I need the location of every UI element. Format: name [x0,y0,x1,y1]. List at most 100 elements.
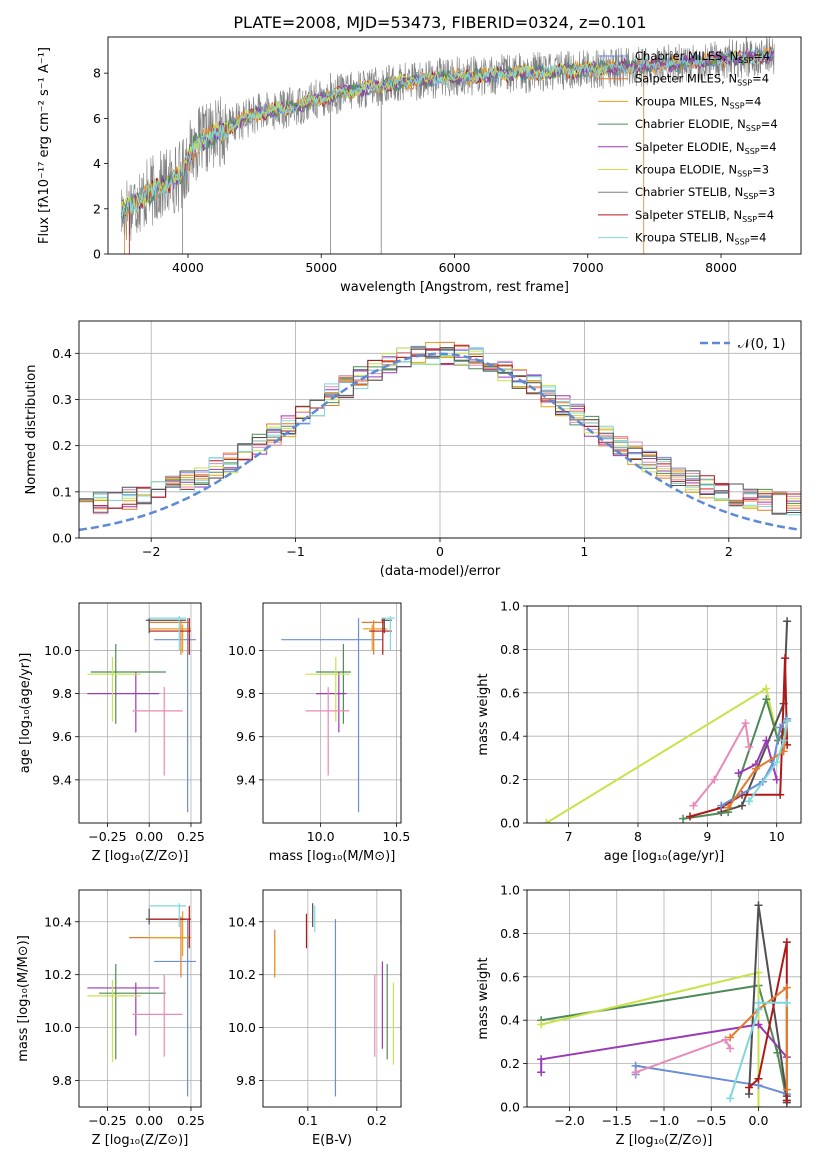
x-tick-label: −1.0 [649,1113,679,1128]
weight-marker [782,983,791,992]
legend-entry: Salpeter STELIB, NSSP=4 [635,208,774,224]
y-axis-label: Flux [fλ10⁻¹⁷ erg cm⁻² s⁻¹ A⁻¹] [37,47,52,244]
y-tick-label: 0.6 [500,685,520,700]
y-tick-label: 9.8 [52,1073,72,1088]
weight-marker [745,1083,754,1092]
x-tick-label: 4000 [172,260,204,275]
weight-marker [754,1020,763,1029]
weight-line-pink [692,720,750,807]
gaussian-curve [79,352,801,532]
weight-marker [537,1068,546,1077]
weight-marker [754,901,763,910]
x-tick-label: 7000 [572,260,604,275]
legend-entry: Kroupa ELODIE, NSSP=3 [635,163,769,179]
x-tick-label: 0.00 [135,1113,163,1128]
y-axis: 0.0 0.2 0.4 0.6 0.8 1.0 [500,599,527,831]
y-axis-label: age [log₁₀(age/yr)] [18,653,33,774]
y-tick-label: 10.0 [228,1020,256,1035]
plot-frame [78,602,202,824]
weight-marker [679,814,688,823]
weight-marker [726,1033,735,1042]
weight-line-salpeter_elodie [540,1023,788,1073]
x-tick-label: −0.5 [696,1113,726,1128]
y-tick-label: 2 [93,201,101,216]
y-tick-label: 10.4 [228,914,256,929]
x-axis-label: age [log₁₀(age/yr)] [604,849,725,864]
y-axis: 0.0 0.2 0.4 0.6 0.8 1.0 [500,883,527,1115]
weight-marker [782,998,791,1007]
weight-marker [782,938,791,947]
weight-marker [762,684,771,693]
residual-histogram-kroupa_stelib [79,347,801,516]
weight-marker [782,1096,791,1105]
weight-marker [537,1020,546,1029]
x-tick-label: 0.1 [298,1113,318,1128]
spectrum-panel: 4000 5000 6000 7000 8000 0 2 4 6 8 wavelength [Ang… [37,36,802,295]
weight-marker [542,819,551,823]
y-axis: 9.4 9.6 9.8 10.0 [44,643,79,787]
weight-marker [754,998,763,1007]
y-tick-label: 0.0 [500,816,520,831]
x-axis-label: Z [log₁₀(Z/Z⊙)] [92,849,189,864]
x-tick-label: 10.0 [307,829,335,844]
x-axis-label: Z [log₁₀(Z/Z⊙)] [92,1133,189,1148]
y-tick-label: 0.4 [500,729,520,744]
weight-marker [726,1044,735,1053]
weight-marker [717,801,726,810]
spectrum-line-chabrier_elodie [120,49,774,218]
x-tick-label: 2 [725,544,733,559]
x-tick-label: 10.5 [383,829,411,844]
legend-entry: Kroupa STELIB, NSSP=4 [635,231,766,247]
weight-line-salpeter_stelib [689,658,789,818]
metallicity-weight-panel: −2.0 −1.5 −1.0 −0.5 0.0 0.0 0.2 0.4 0.6 0.8 1.0 Z [… [476,883,802,1148]
x-axis: −2.0 −1.5 −1.0 −0.5 0.0 [554,1107,768,1128]
weight-marker [726,1094,735,1103]
spectrum-line-kroupa_elodie [120,61,608,214]
weight-marker [710,775,719,784]
weight-marker [779,736,788,745]
x-tick-label: −0.25 [88,1113,126,1128]
weight-line-kroupa_stelib [748,720,789,802]
figure-title: PLATE=2008, MJD=53473, FIBERID=0324, z=0… [233,13,646,32]
x-tick-label: 0 [436,544,444,559]
legend-entry: Salpeter MILES, NSSP=4 [635,72,769,88]
y-tick-label: 4 [93,156,101,171]
weight-marker [537,1055,546,1064]
weight-line-chabrier_elodie [541,984,788,1101]
x-axis-label: mass [log₁₀(M/M⊙)] [269,849,396,864]
y-tick-label: 0.2 [500,772,520,787]
y-axis: 9.4 9.6 9.8 10.0 [228,643,263,787]
weight-marker [782,1085,791,1094]
x-axis-label: (data-model)/error [380,564,501,579]
weight-marker [776,790,785,799]
plot-frame [107,36,802,255]
x-tick-label: 8 [634,829,642,844]
weight-marker [738,801,747,810]
x-tick-label: 0.0 [749,1113,769,1128]
y-tick-label: 10.0 [44,643,72,658]
x-axis-label: E(B-V) [312,1133,352,1148]
x-tick-label: 7 [565,829,573,844]
residuals-panel: −2 −1 0 1 2 0.0 0.1 0.2 0.3 0.4 (data-model)/error… [24,320,802,579]
weight-marker [754,1103,763,1107]
y-tick-label: 0.2 [500,1056,520,1071]
x-axis: 4000 5000 6000 7000 8000 [172,254,737,275]
legend-entry: 𝒩(0, 1) [738,337,785,352]
y-tick-label: 9.8 [236,1073,256,1088]
y-tick-label: 8 [93,66,101,81]
y-tick-label: 10.4 [44,914,72,929]
weight-marker [724,803,733,812]
y-axis: 9.8 10.0 10.2 10.4 [228,914,263,1088]
y-axis: 0 2 4 6 8 [93,66,108,262]
y-tick-label: 0.6 [500,969,520,984]
y-tick-label: 0.2 [52,438,72,453]
x-tick-label: 9 [703,829,711,844]
ebv-mass-panel: 0.1 0.2 9.8 10.0 10.2 10.4 E(B-V) [228,889,402,1148]
x-tick-label: 8000 [705,260,737,275]
y-axis: 9.8 10.0 10.2 10.4 [44,914,79,1088]
y-tick-label: 1.0 [500,599,520,614]
x-axis-label: Z [log₁₀(Z/Z⊙)] [616,1133,713,1148]
x-tick-label: 0.25 [177,829,205,844]
weight-marker [781,654,790,663]
y-tick-label: 10.2 [44,967,72,982]
